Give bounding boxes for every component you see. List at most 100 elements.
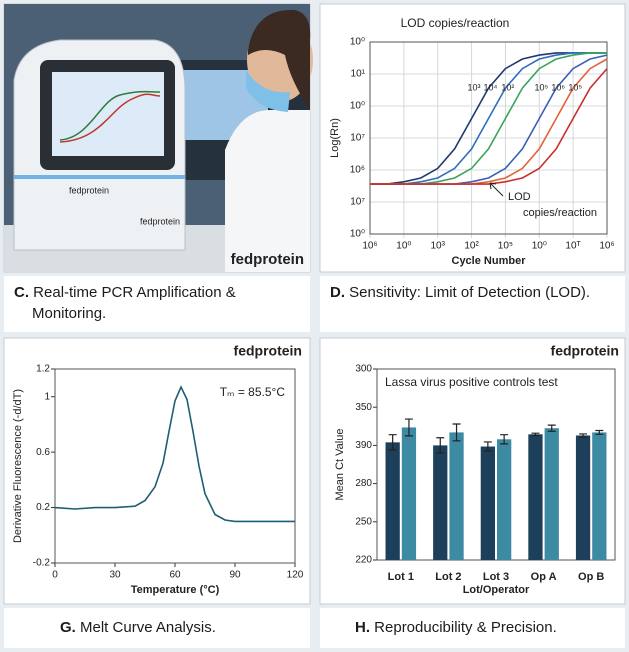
x-axis-label: Cycle Number [452, 255, 527, 267]
y-tick-label: 220 [355, 555, 372, 566]
y-tick-label: 10⁰ [350, 229, 365, 240]
annotation-arrow [489, 182, 504, 197]
x-axis-label: Temperature (°C) [131, 584, 220, 596]
y-tick-label: 0.6 [36, 447, 50, 458]
plot-frame [376, 368, 616, 561]
caption-text: Monitoring. [32, 305, 106, 322]
x-tick-label: Op A [531, 571, 557, 583]
caption-text: Melt Curve Analysis. [80, 619, 216, 636]
y-tick-label: 10⁷ [350, 133, 365, 144]
plot-frame [54, 368, 296, 564]
series-label: 10⁴ [484, 82, 498, 92]
caption-text: Sensitivity: Limit of Detection (LOD). [349, 284, 590, 301]
y-tick-label: 10⁰ [350, 37, 365, 48]
caption-box [4, 276, 310, 332]
bar [385, 442, 400, 560]
x-tick-label: 10ᵀ [565, 241, 581, 252]
y-tick-label: 10⁷ [350, 197, 365, 208]
y-tick-label: 1.2 [36, 364, 50, 375]
bar [528, 434, 543, 560]
error-bar [500, 434, 509, 445]
bar [592, 432, 607, 560]
bar [575, 435, 591, 560]
caption: D. Sensitivity: Limit of Detection (LOD)… [330, 284, 590, 301]
x-tick-label: 10² [464, 241, 479, 252]
series-label: 10³ [467, 82, 480, 92]
caption-letter: C. [14, 284, 29, 301]
line-series [370, 68, 608, 185]
y-axis-label: Mean Ct Value [334, 429, 346, 501]
y-tick-label: 10⁶ [350, 165, 365, 176]
caption-letter: D. [330, 284, 345, 301]
x-tick-label: 10⁶ [599, 241, 614, 252]
device-label: fedprotein [140, 216, 180, 226]
x-axis-label: Lot/Operator [463, 584, 530, 596]
brand: fedprotein [231, 251, 304, 268]
error-bar [436, 437, 445, 454]
y-axis-label: Derivative Fluorescence (-d/dT) [12, 389, 24, 543]
series-label: 10⁶ [551, 82, 565, 92]
x-tick-label: 10⁵ [498, 241, 513, 252]
x-tick-label: 10⁰ [396, 241, 411, 252]
error-bar [388, 434, 397, 451]
caption-letter: G. [60, 619, 76, 636]
plot-frame [369, 41, 608, 235]
x-tick-label: 10⁰ [532, 241, 547, 252]
error-bar [579, 433, 588, 438]
x-tick-label: Lot 2 [435, 571, 461, 583]
x-tick-label: Op B [578, 571, 604, 583]
error-bar [483, 441, 492, 452]
x-tick-label: 60 [169, 570, 181, 581]
error-bar [452, 423, 461, 442]
y-tick-label: 10¹ [351, 69, 366, 80]
y-axis-label: Log(Rn) [329, 118, 341, 158]
device-label: fedprotein [69, 185, 109, 195]
y-tick-label: -0.2 [33, 558, 51, 569]
caption-text: Reproducibility & Precision. [374, 619, 557, 636]
caption: C. Real-time PCR Amplification & [14, 284, 236, 301]
bar [497, 439, 512, 560]
bar [449, 432, 464, 560]
bar [480, 446, 495, 560]
y-tick-label: 0.2 [36, 502, 50, 513]
caption: H. Reproducibility & Precision. [355, 619, 557, 636]
x-tick-label: 30 [109, 570, 121, 581]
error-bar [531, 432, 540, 437]
x-tick-label: 120 [287, 570, 304, 581]
x-tick-label: 0 [52, 570, 58, 581]
chart-title: LOD copies/reaction [401, 16, 510, 30]
line-series [54, 385, 295, 523]
y-tick-label: 280 [355, 478, 372, 489]
error-bar [404, 418, 413, 437]
y-tick-label: 250 [355, 516, 372, 527]
series-label: 10² [501, 82, 514, 92]
caption-box [320, 608, 625, 648]
bar [401, 427, 417, 560]
error-bar [547, 424, 556, 432]
annotation: Tₘ = 85.5°C [220, 385, 286, 399]
caption-box [4, 608, 310, 648]
y-tick-label: 10⁰ [350, 101, 365, 112]
caption-text: Real-time PCR Amplification & [33, 284, 236, 301]
brand: fedprotein [551, 343, 619, 359]
brand: fedprotein [234, 343, 302, 359]
y-tick-label: 300 [355, 364, 372, 375]
y-tick-label: 1 [44, 391, 50, 402]
x-tick-label: Lot 1 [388, 571, 414, 583]
x-tick-label: 10⁶ [362, 241, 377, 252]
caption-letter: H. [355, 619, 370, 636]
x-tick-label: 90 [229, 570, 241, 581]
x-tick-label: 10³ [430, 241, 445, 252]
y-tick-label: 390 [355, 440, 372, 451]
annotation: LOD [508, 191, 531, 203]
series-label: 10⁵ [534, 82, 548, 92]
bar [544, 428, 559, 560]
caption: Monitoring. [32, 305, 106, 322]
bar [433, 445, 448, 560]
y-tick-label: 350 [355, 402, 372, 413]
series-label: 10⁵ [568, 82, 582, 92]
error-bar [595, 429, 604, 435]
photo [4, 4, 313, 272]
x-tick-label: Lot 3 [483, 571, 509, 583]
